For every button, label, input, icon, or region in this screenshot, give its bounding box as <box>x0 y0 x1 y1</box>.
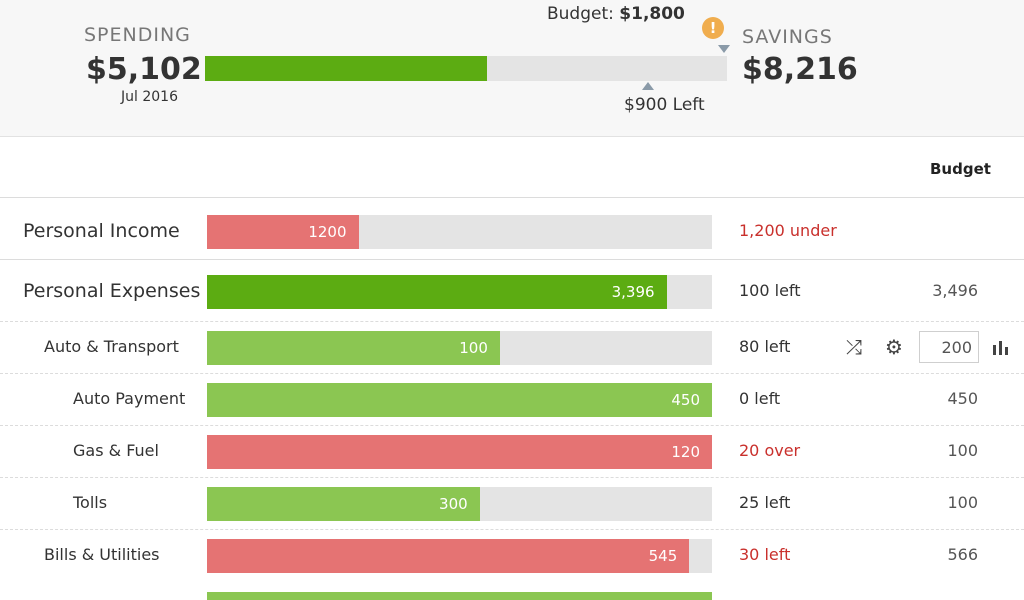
budget-row[interactable]: Bills & Utilities 545 30 left 566 <box>0 529 1024 581</box>
category-status: 100 left <box>739 265 801 317</box>
status-unit: under <box>789 221 837 240</box>
budget-column-header: Budget <box>930 160 991 178</box>
savings-label: SAVINGS <box>742 26 833 48</box>
category-bar-label: 300 <box>439 495 468 513</box>
header-divider <box>0 197 1024 198</box>
budget-row[interactable]: Personal Income 1200 1,200 under <box>0 205 1024 257</box>
status-value: 25 <box>739 493 760 512</box>
category-budget[interactable]: 100 <box>947 493 978 512</box>
row-divider <box>0 321 1024 322</box>
spending-summary-header: SPENDING $5,102 Jul 2016 Budget: $1,800 … <box>0 0 1024 137</box>
budget-amount-input[interactable] <box>919 331 979 363</box>
category-name[interactable]: Bills & Utilities <box>44 545 160 564</box>
status-unit: left <box>764 493 791 512</box>
savings-amount: $8,216 <box>742 52 858 87</box>
category-bar-label: 100 <box>459 339 488 357</box>
status-value: 20 <box>739 441 760 460</box>
budget-total-caption: Budget: <box>547 4 614 24</box>
category-bar-track: 3,396 <box>207 275 712 309</box>
row-divider <box>0 373 1024 374</box>
exclamation-circle-icon[interactable]: ! <box>702 17 724 39</box>
spending-progress-fill <box>205 56 487 81</box>
bar-chart-icon[interactable] <box>992 339 1010 355</box>
row-divider <box>0 477 1024 478</box>
category-status: 30 left <box>739 529 790 581</box>
category-bar-track: 1200 <box>207 215 712 249</box>
category-name[interactable]: Personal Income <box>23 220 180 242</box>
category-status: 0 left <box>739 373 780 425</box>
category-name[interactable]: Auto & Transport <box>44 337 179 356</box>
category-bar-fill: 1200 <box>207 215 359 249</box>
category-bar-fill: 120 <box>207 435 712 469</box>
category-status: 1,200 under <box>739 205 837 257</box>
spending-amount: $5,102 <box>86 52 202 87</box>
category-bar-fill: 100 <box>207 331 500 365</box>
next-category-bar-fill <box>207 592 712 600</box>
gear-icon[interactable]: ⚙ <box>885 335 903 359</box>
amount-left-label: $900 Left <box>624 95 705 115</box>
category-bar-track: 300 <box>207 487 712 521</box>
budget-total-amount: $1,800 <box>619 4 685 24</box>
category-bar-track: 545 <box>207 539 712 573</box>
budget-row[interactable]: Gas & Fuel 120 20 over 100 <box>0 425 1024 477</box>
category-status: 20 over <box>739 425 800 477</box>
category-name[interactable]: Personal Expenses <box>23 280 201 302</box>
category-status: 25 left <box>739 477 790 529</box>
category-budget[interactable]: 3,496 <box>932 281 978 300</box>
category-budget[interactable]: 100 <box>947 441 978 460</box>
budget-marker-icon <box>718 45 730 53</box>
status-value: 1,200 <box>739 221 785 240</box>
category-bar-label: 3,396 <box>611 283 655 301</box>
row-divider <box>0 529 1024 530</box>
status-value: 0 <box>739 389 750 408</box>
category-status: 80 left <box>739 321 790 373</box>
category-bar-fill: 545 <box>207 539 690 573</box>
row-divider <box>0 425 1024 426</box>
row-divider <box>0 259 1024 260</box>
category-bar-track: 100 <box>207 331 712 365</box>
category-name[interactable]: Auto Payment <box>73 389 186 408</box>
budget-row[interactable]: Personal Expenses 3,396 100 left 3,496 <box>0 265 1024 317</box>
category-bar-label: 1200 <box>308 223 347 241</box>
category-bar-track: 120 <box>207 435 712 469</box>
month-label: Jul 2016 <box>121 89 178 105</box>
budget-row[interactable]: Auto Payment 450 0 left 450 <box>0 373 1024 425</box>
current-position-marker-icon <box>642 82 654 90</box>
category-bar-label: 450 <box>671 391 700 409</box>
budget-total-label: Budget: $1,800 <box>547 4 685 24</box>
budget-row[interactable]: Tolls 300 25 left 100 <box>0 477 1024 529</box>
category-bar-fill: 300 <box>207 487 480 521</box>
category-name[interactable]: Gas & Fuel <box>73 441 159 460</box>
status-unit: left <box>774 281 801 300</box>
spending-progress-track <box>205 56 727 81</box>
spending-label: SPENDING <box>84 24 191 46</box>
category-bar-fill: 3,396 <box>207 275 667 309</box>
status-unit: left <box>764 337 791 356</box>
category-bar-fill: 450 <box>207 383 712 417</box>
status-unit: left <box>764 545 791 564</box>
status-value: 80 <box>739 337 760 356</box>
status-value: 100 <box>739 281 770 300</box>
category-bar-label: 545 <box>648 547 678 565</box>
category-budget[interactable]: 450 <box>947 389 978 408</box>
category-budget[interactable]: 566 <box>947 545 978 564</box>
shuffle-icon[interactable]: ⤮ <box>846 335 862 359</box>
category-bar-track: 450 <box>207 383 712 417</box>
category-bar-label: 120 <box>671 443 700 461</box>
status-value: 30 <box>739 545 760 564</box>
budget-row[interactable]: Auto & Transport 100 80 left ⤮ ⚙ <box>0 321 1024 373</box>
status-unit: over <box>764 441 801 460</box>
status-unit: left <box>754 389 781 408</box>
category-name[interactable]: Tolls <box>73 493 108 512</box>
